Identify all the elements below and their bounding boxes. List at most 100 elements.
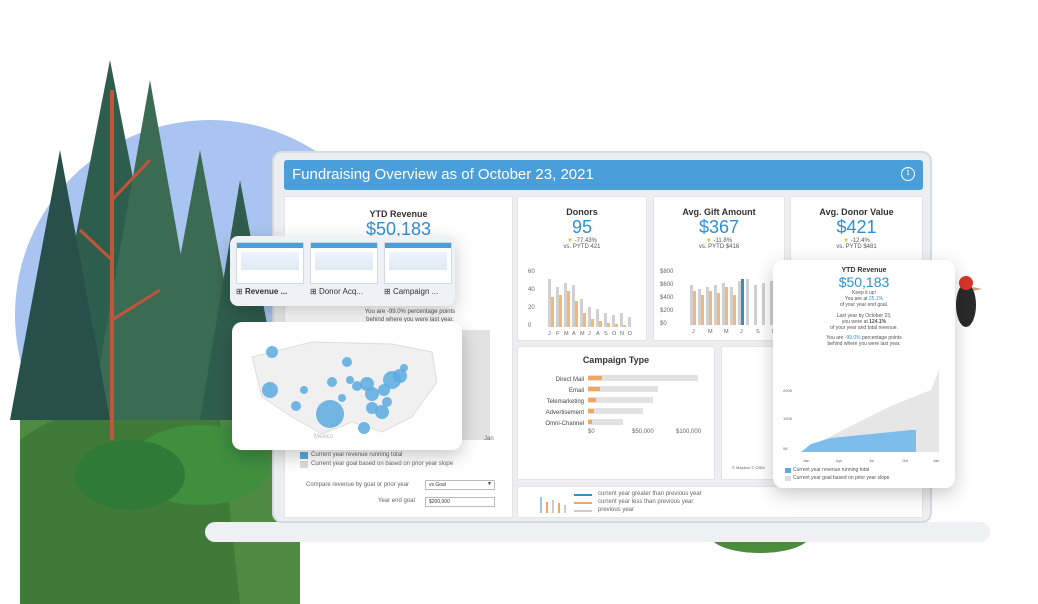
map-bubble — [266, 346, 278, 358]
donors-ytick: 0 — [528, 323, 532, 329]
gift-xtick: S — [756, 329, 760, 335]
goal-input[interactable]: $200,000 — [425, 497, 495, 507]
popup-xtick: Jul — [869, 458, 874, 463]
gift-xtick: J — [740, 329, 743, 335]
down-arrow-icon: ▼ — [567, 238, 573, 244]
legend-item-2: Current year goal based on based on prio… — [311, 461, 454, 467]
donors-xtick: J — [588, 331, 591, 337]
campaign-row-label: Telemarketing — [547, 399, 584, 405]
map-bubble — [291, 401, 301, 411]
popup-legend-swatch-1 — [785, 468, 791, 473]
popup-line-4: Last year by October 23, — [836, 313, 892, 319]
thumbnail-3[interactable]: ⊞ Campaign ... — [384, 242, 452, 300]
donors-xtick: N — [620, 331, 624, 337]
donors-bar-prev — [564, 283, 567, 327]
compare-label: Compare revenue by goal or prior year — [306, 482, 410, 488]
campaign-bar-prev — [588, 397, 653, 403]
donors-bar-prev — [548, 279, 551, 327]
popup-line-3: of your year end goal. — [839, 302, 889, 308]
donor-value-value: $421 — [836, 217, 877, 237]
donors-xtick: A — [572, 331, 576, 337]
gift-bar-curr — [733, 295, 736, 325]
donors-bar-curr — [615, 324, 618, 327]
donors-bar-prev — [604, 313, 607, 327]
popup-line-6: of your year and total revenue. — [830, 325, 898, 331]
campaign-xtick: $100,000 — [676, 429, 702, 435]
gift-bar-curr — [741, 279, 744, 325]
donors-bar-curr — [575, 301, 578, 327]
donors-change: -77.43% — [574, 238, 597, 244]
gift-bar-prev — [706, 287, 709, 325]
gift-bar-prev — [754, 285, 757, 325]
dashboard-header: Fundraising Overview as of October 23, 2… — [284, 160, 923, 190]
donors-bar-prev — [556, 287, 559, 327]
tree-3 — [10, 150, 110, 420]
donors-bar-prev — [572, 285, 575, 327]
map-bubble — [366, 402, 378, 414]
map-bubble — [352, 381, 362, 391]
map-bubble — [327, 377, 337, 387]
donors-card: Donors 95 ▼ -77.43% vs. PYTD 421 60 40 20 0… — [517, 196, 647, 341]
ytd-popup: YTD Revenue $50,183 Keep it up! You are … — [773, 260, 955, 488]
donor-value-change: -12.4% — [850, 238, 870, 244]
gift-ytick: $200 — [660, 308, 674, 314]
bush-2 — [75, 440, 185, 510]
donors-bar-curr — [623, 325, 626, 327]
map-label: Mexico — [314, 434, 334, 440]
gift-chart: $800$600$400$200$0JMMJSN — [660, 269, 776, 335]
donors-bar-prev — [588, 307, 591, 327]
key-text-2: current year less than previous year — [598, 499, 694, 505]
info-icon[interactable]: i — [901, 167, 915, 181]
gift-ytick: $600 — [660, 282, 674, 288]
thumbnail-panel: ⊞ Revenue ... ⊞ Donor Acq... ⊞ Campaign ..… — [230, 236, 455, 306]
donors-pytd: vs. PYTD 421 — [563, 244, 601, 250]
campaign-row-label: Omni-Channel — [545, 421, 584, 427]
gift-pytd: vs. PYTD $416 — [698, 244, 740, 250]
compare-select-value: vs Goal — [429, 482, 446, 488]
ytd-note2: behind where you were last year. — [366, 317, 454, 323]
popup-xtick: Jan — [933, 458, 939, 463]
donors-xtick: O — [612, 331, 617, 337]
donors-bar-curr — [599, 321, 602, 327]
map-bubble — [338, 394, 346, 402]
compare-select[interactable]: vs Goal ▼ — [425, 480, 495, 490]
donors-ytick: 40 — [528, 287, 535, 293]
gift-bar-prev — [690, 285, 693, 325]
laptop-base — [205, 522, 990, 542]
donors-xtick: D — [628, 331, 632, 337]
gift-bar-prev — [770, 281, 773, 325]
thumbnail-1[interactable]: ⊞ Revenue ... — [236, 242, 304, 300]
key-text-3: previous year — [598, 507, 635, 513]
campaign-bar-curr — [588, 398, 596, 402]
donors-bar-curr — [607, 323, 610, 327]
dashboard-title: Fundraising Overview as of October 23, 2… — [292, 166, 594, 183]
grid-icon: ⊞ — [384, 287, 391, 296]
campaign-bar-curr — [588, 387, 600, 391]
us-map — [251, 341, 438, 435]
chevron-down-icon: ▼ — [487, 481, 492, 487]
popup-line-2: You are at 25.1% — [844, 296, 884, 302]
thumbnail-2[interactable]: ⊞ Donor Acq... — [310, 242, 378, 300]
donors-bar-prev — [596, 309, 599, 327]
donors-xtick: A — [596, 331, 600, 337]
gift-label: Avg. Gift Amount — [682, 207, 756, 217]
popup-ytick: 200K — [783, 388, 793, 393]
map-bubble — [346, 376, 354, 384]
revenue-area — [801, 430, 916, 452]
key-line-2 — [574, 502, 592, 504]
map-panel[interactable]: Mexico — [232, 322, 462, 450]
gift-xtick: J — [692, 329, 695, 335]
thumbnail-label: Revenue ... — [244, 287, 288, 296]
donors-bar-curr — [559, 295, 562, 327]
donors-value: 95 — [571, 217, 593, 237]
campaign-xtick: $50,000 — [632, 429, 654, 435]
gift-change: -11.8% — [713, 238, 733, 244]
campaign-row-label: Direct Mail — [556, 377, 584, 383]
gift-ytick: $800 — [660, 269, 674, 275]
donors-bar-prev — [580, 299, 583, 327]
key-text-1: current year greater than previous year — [598, 491, 702, 497]
campaign-bar-curr — [588, 420, 592, 424]
campaign-bar-prev — [588, 375, 698, 381]
thumbnail-image — [384, 242, 452, 284]
